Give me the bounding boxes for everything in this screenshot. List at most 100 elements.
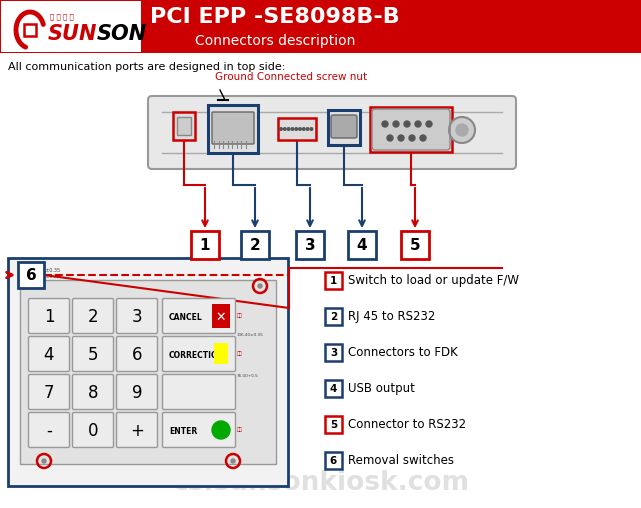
Text: 0: 0 (88, 422, 98, 440)
FancyBboxPatch shape (117, 374, 158, 409)
FancyBboxPatch shape (8, 258, 288, 486)
Text: 3: 3 (304, 238, 315, 253)
Text: 76.00+0.5: 76.00+0.5 (237, 374, 259, 378)
FancyBboxPatch shape (325, 308, 342, 325)
Text: Connectors to FDK: Connectors to FDK (348, 346, 458, 359)
FancyBboxPatch shape (241, 231, 269, 259)
FancyBboxPatch shape (0, 0, 641, 53)
FancyBboxPatch shape (191, 231, 219, 259)
Circle shape (303, 128, 305, 130)
Text: 4: 4 (330, 384, 337, 394)
Circle shape (291, 128, 294, 130)
Text: 3: 3 (330, 347, 337, 358)
Circle shape (306, 128, 309, 130)
Circle shape (387, 135, 393, 141)
FancyBboxPatch shape (18, 262, 44, 288)
FancyBboxPatch shape (117, 299, 158, 333)
Circle shape (287, 128, 290, 130)
FancyBboxPatch shape (212, 304, 230, 328)
FancyBboxPatch shape (72, 412, 113, 448)
Text: 颜色: 颜色 (237, 352, 243, 357)
FancyBboxPatch shape (24, 24, 36, 36)
FancyBboxPatch shape (163, 374, 235, 409)
Text: 旭 子 科 技: 旭 子 科 技 (50, 13, 74, 20)
Circle shape (426, 121, 432, 127)
Circle shape (42, 459, 46, 463)
Text: 8: 8 (88, 384, 98, 402)
Circle shape (310, 128, 313, 130)
Text: PCI EPP -SE8098B-B: PCI EPP -SE8098B-B (150, 7, 400, 27)
Text: Switch to load or update F/W: Switch to load or update F/W (348, 274, 519, 287)
Text: 5: 5 (410, 238, 420, 253)
FancyBboxPatch shape (325, 380, 342, 397)
Text: 9: 9 (132, 384, 142, 402)
Text: 1: 1 (330, 275, 337, 285)
Text: 1: 1 (200, 238, 210, 253)
Text: 7: 7 (44, 384, 54, 402)
Text: Connector to RS232: Connector to RS232 (348, 418, 466, 431)
Text: -: - (46, 422, 52, 440)
Text: ENTER: ENTER (169, 427, 197, 435)
FancyBboxPatch shape (325, 452, 342, 469)
FancyBboxPatch shape (212, 112, 254, 144)
Text: SON: SON (97, 24, 147, 44)
Text: SUN: SUN (48, 24, 97, 44)
Text: 5: 5 (88, 346, 98, 364)
Circle shape (212, 421, 230, 439)
Text: CORRECTION: CORRECTION (169, 351, 225, 360)
Text: 4: 4 (356, 238, 367, 253)
Text: 2: 2 (249, 238, 260, 253)
FancyBboxPatch shape (208, 105, 258, 153)
FancyBboxPatch shape (278, 118, 316, 140)
Circle shape (231, 459, 235, 463)
Text: 2: 2 (88, 308, 98, 326)
Circle shape (456, 124, 468, 136)
FancyBboxPatch shape (28, 336, 69, 371)
Text: 6: 6 (26, 268, 37, 282)
FancyBboxPatch shape (370, 107, 452, 152)
Circle shape (404, 121, 410, 127)
FancyBboxPatch shape (1, 1, 141, 52)
Circle shape (295, 128, 297, 130)
FancyBboxPatch shape (163, 336, 235, 371)
Circle shape (415, 121, 421, 127)
FancyBboxPatch shape (325, 272, 342, 289)
Text: 126.20±0.35: 126.20±0.35 (28, 274, 60, 279)
FancyBboxPatch shape (328, 110, 360, 145)
FancyBboxPatch shape (348, 231, 376, 259)
Circle shape (398, 135, 404, 141)
Text: Removal switches: Removal switches (348, 454, 454, 467)
FancyBboxPatch shape (372, 109, 450, 150)
Text: 2: 2 (330, 311, 337, 322)
FancyBboxPatch shape (401, 231, 429, 259)
FancyBboxPatch shape (325, 416, 342, 433)
Circle shape (258, 284, 262, 288)
FancyBboxPatch shape (331, 115, 357, 138)
Text: 6: 6 (132, 346, 142, 364)
Text: 6: 6 (330, 456, 337, 465)
Circle shape (279, 128, 282, 130)
FancyBboxPatch shape (163, 412, 235, 448)
FancyBboxPatch shape (173, 112, 195, 140)
Text: 4: 4 (44, 346, 54, 364)
Circle shape (449, 117, 475, 143)
FancyBboxPatch shape (28, 374, 69, 409)
Text: Connectors description: Connectors description (195, 34, 355, 48)
FancyBboxPatch shape (296, 231, 324, 259)
Text: 138.00±0.35: 138.00±0.35 (28, 268, 60, 273)
FancyBboxPatch shape (148, 96, 516, 169)
Text: 1: 1 (44, 308, 54, 326)
FancyBboxPatch shape (28, 299, 69, 333)
Text: ✕: ✕ (216, 310, 226, 324)
Text: RJ 45 to RS232: RJ 45 to RS232 (348, 310, 435, 323)
FancyBboxPatch shape (72, 336, 113, 371)
FancyBboxPatch shape (177, 117, 191, 135)
FancyBboxPatch shape (214, 343, 228, 364)
FancyBboxPatch shape (117, 412, 158, 448)
Text: +: + (130, 422, 144, 440)
Circle shape (382, 121, 388, 127)
FancyBboxPatch shape (117, 336, 158, 371)
FancyBboxPatch shape (163, 299, 235, 333)
Text: 136.40±0.35: 136.40±0.35 (237, 333, 263, 337)
Text: USB output: USB output (348, 382, 415, 395)
